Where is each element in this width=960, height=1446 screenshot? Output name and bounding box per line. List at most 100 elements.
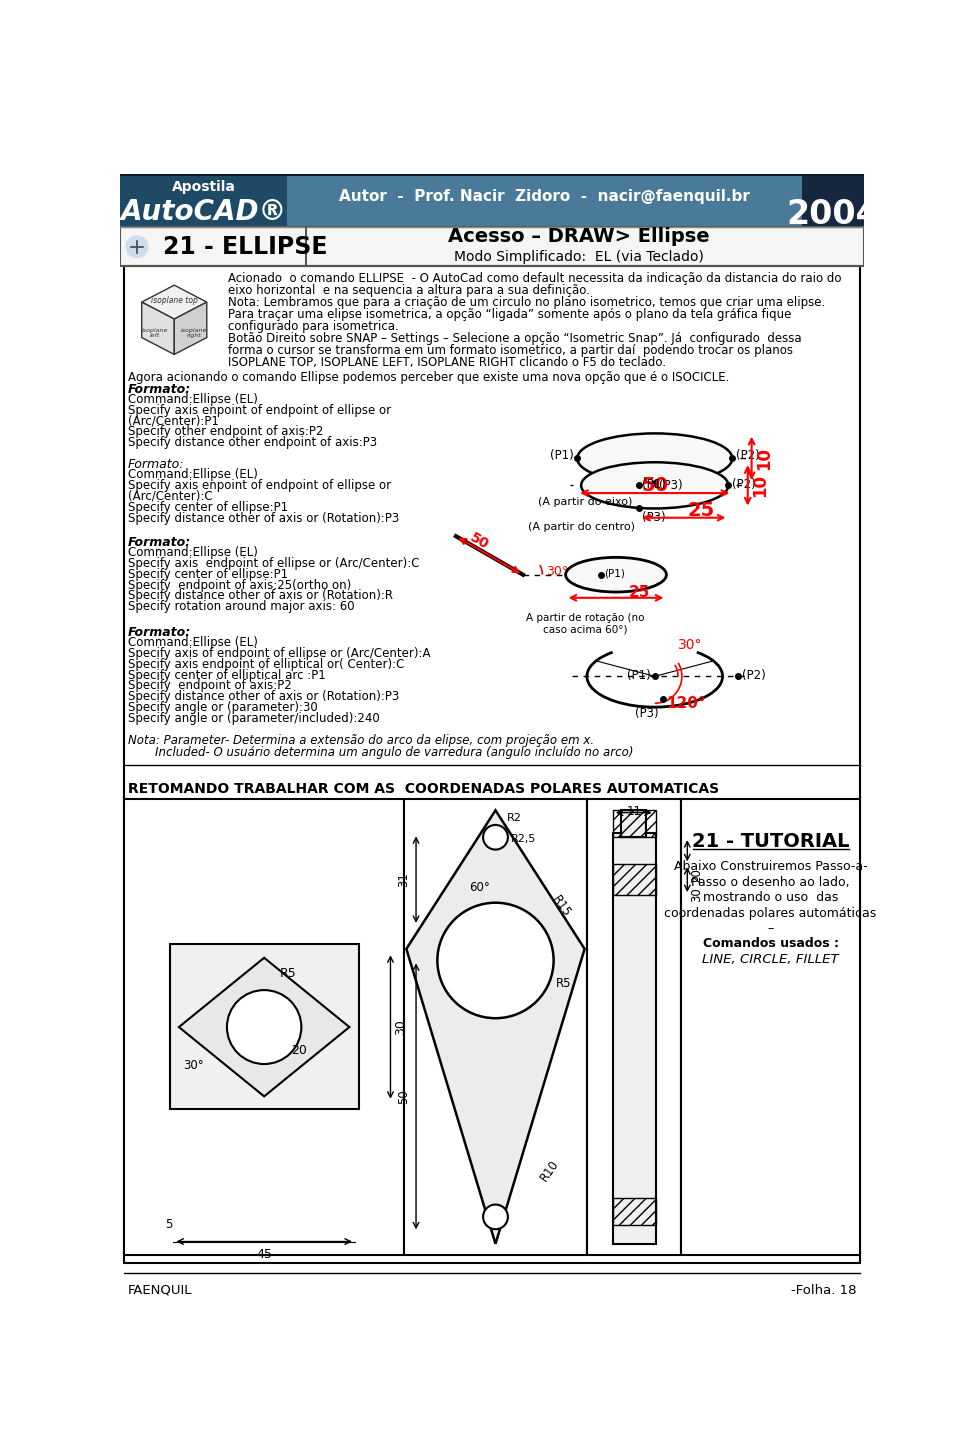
Text: Specify  endpoint of axis:P2: Specify endpoint of axis:P2 <box>128 680 292 693</box>
Text: Modo Simplificado:  EL (via Teclado): Modo Simplificado: EL (via Teclado) <box>454 250 704 263</box>
Text: 5: 5 <box>165 1218 173 1231</box>
Text: isoplane top: isoplane top <box>151 296 198 305</box>
Text: -Folha. 18: -Folha. 18 <box>791 1284 856 1297</box>
Text: Botão Direito sobre SNAP – Settings – Selecione a opção “Isometric Snap”. Já  co: Botão Direito sobre SNAP – Settings – Se… <box>228 331 803 344</box>
Text: (P1): (P1) <box>627 668 651 681</box>
Circle shape <box>483 824 508 850</box>
Text: 21 - ELLIPSE: 21 - ELLIPSE <box>162 234 327 259</box>
Text: 20: 20 <box>291 1044 307 1057</box>
Ellipse shape <box>565 557 666 591</box>
Bar <box>587 798 681 1255</box>
Text: (Arc/Center):P1: (Arc/Center):P1 <box>128 415 219 428</box>
Text: Specify axis enpoint of endpoint of ellipse or: Specify axis enpoint of endpoint of elli… <box>128 479 391 492</box>
Circle shape <box>483 1205 508 1229</box>
Bar <box>120 174 287 227</box>
Bar <box>170 944 359 1109</box>
Bar <box>120 174 864 227</box>
Text: Specify axis enpoint of endpoint of ellipse or: Specify axis enpoint of endpoint of elli… <box>128 403 391 416</box>
Text: 20: 20 <box>690 868 704 884</box>
Text: Specify  endpoint of axis:25(ortho on): Specify endpoint of axis:25(ortho on) <box>128 578 351 591</box>
Polygon shape <box>406 810 585 1244</box>
Text: Formato:: Formato: <box>128 458 184 471</box>
Bar <box>681 798 860 1255</box>
Bar <box>621 810 646 837</box>
Text: Specify axis endpoint of elliptical or( Center):C: Specify axis endpoint of elliptical or( … <box>128 658 404 671</box>
Text: (A partir do centro): (A partir do centro) <box>528 522 635 532</box>
Text: Specify angle or (parameter/included):240: Specify angle or (parameter/included):24… <box>128 711 379 724</box>
Text: Included- O usuário determina um angulo de varredura (angulo incluído no arco): Included- O usuário determina um angulo … <box>155 746 634 759</box>
Text: 45: 45 <box>256 1248 272 1261</box>
Bar <box>120 174 864 176</box>
Text: Nota: Parameter- Determina a extensão do arco da elipse, com projeção em x.: Nota: Parameter- Determina a extensão do… <box>128 735 594 748</box>
Text: isoplane
right: isoplane right <box>181 327 207 338</box>
Text: R10: R10 <box>539 1157 562 1184</box>
Text: R2: R2 <box>507 813 522 823</box>
Text: coordenadas polares automáticas: coordenadas polares automáticas <box>664 907 876 920</box>
Text: Passo o desenho ao lado,: Passo o desenho ao lado, <box>691 876 850 889</box>
Text: 10: 10 <box>752 474 770 497</box>
Text: ISOPLANE TOP, ISOPLANE LEFT, ISOPLANE RIGHT clicando o F5 do teclado.: ISOPLANE TOP, ISOPLANE LEFT, ISOPLANE RI… <box>228 356 666 369</box>
Text: Agora acionando o comando Ellipse podemos perceber que existe uma nova opção que: Agora acionando o comando Ellipse podemo… <box>128 370 730 383</box>
Circle shape <box>126 236 148 257</box>
Text: Nota: Lembramos que para a criação de um circulo no plano isometrico, temos que : Nota: Lembramos que para a criação de um… <box>228 296 826 309</box>
Text: Acionado  o comando ELLIPSE  - O AutoCad como default necessita da indicação da : Acionado o comando ELLIPSE - O AutoCad c… <box>228 272 842 285</box>
Text: Para traçar uma elipse isometrica, a opção “ligada” somente após o plano da tela: Para traçar uma elipse isometrica, a opç… <box>228 308 792 321</box>
Text: isoplane
left: isoplane left <box>142 327 168 338</box>
Text: 50: 50 <box>397 1089 411 1103</box>
Text: configurado para isometrica.: configurado para isometrica. <box>228 320 399 333</box>
Text: 30°: 30° <box>182 1058 204 1071</box>
Text: (A partir do eixo): (A partir do eixo) <box>538 497 633 508</box>
Text: 30: 30 <box>395 1019 407 1035</box>
Text: R5: R5 <box>279 967 297 980</box>
Text: Formato:: Formato: <box>128 536 191 549</box>
Text: (P3): (P3) <box>659 479 683 492</box>
Bar <box>802 174 864 227</box>
Text: (P3): (P3) <box>641 510 665 523</box>
Text: Acesso – DRAW> Ellipse: Acesso – DRAW> Ellipse <box>448 227 709 246</box>
Text: forma o cursor se transforma em um formato isometrico, a partir daí  podendo tro: forma o cursor se transforma em um forma… <box>228 344 794 357</box>
Text: Formato:: Formato: <box>128 383 191 396</box>
Text: LINE, CIRCLE, FILLET: LINE, CIRCLE, FILLET <box>703 953 839 966</box>
Text: (P2): (P2) <box>736 450 760 463</box>
Bar <box>124 798 404 1255</box>
Text: A partir de rotação (no
caso acima 60°): A partir de rotação (no caso acima 60°) <box>526 613 644 635</box>
Text: Specify center of ellipse:P1: Specify center of ellipse:P1 <box>128 568 288 581</box>
Text: Autor  -  Prof. Nacir  Zidoro  -  nacir@faenquil.br: Autor - Prof. Nacir Zidoro - nacir@faenq… <box>339 189 750 204</box>
Text: 30°: 30° <box>546 565 568 578</box>
Text: –: – <box>767 923 774 936</box>
Text: Specify distance other of axis or (Rotation):P3: Specify distance other of axis or (Rotat… <box>128 690 399 703</box>
Bar <box>612 810 656 837</box>
Polygon shape <box>179 957 349 1096</box>
Polygon shape <box>175 302 206 354</box>
Text: Formato:: Formato: <box>128 626 191 639</box>
Text: 50: 50 <box>641 476 668 496</box>
Text: (Arc/Center):C: (Arc/Center):C <box>128 490 212 503</box>
Text: 25: 25 <box>629 586 650 600</box>
Text: Specify angle or (parameter):30: Specify angle or (parameter):30 <box>128 701 318 714</box>
Bar <box>120 227 864 266</box>
Text: R5: R5 <box>556 977 571 991</box>
Text: Specify other endpoint of axis:P2: Specify other endpoint of axis:P2 <box>128 425 324 438</box>
Circle shape <box>438 902 554 1018</box>
Bar <box>612 833 656 1244</box>
Text: (P2): (P2) <box>732 477 756 490</box>
Bar <box>124 266 860 1262</box>
Text: (P1): (P1) <box>605 568 625 578</box>
Bar <box>404 798 587 1255</box>
Text: Specify distance other of axis or (Rotation):R: Specify distance other of axis or (Rotat… <box>128 590 393 603</box>
Text: Specify center of elliptical arc :P1: Specify center of elliptical arc :P1 <box>128 668 325 681</box>
Circle shape <box>227 991 301 1064</box>
Text: (P1): (P1) <box>641 477 665 490</box>
Text: Command:Ellipse (EL): Command:Ellipse (EL) <box>128 547 257 560</box>
Text: 50: 50 <box>468 531 491 552</box>
Text: Abaixo Construiremos Passo-a-: Abaixo Construiremos Passo-a- <box>674 860 868 873</box>
Text: Comandos usados :: Comandos usados : <box>703 937 839 950</box>
Text: 60°: 60° <box>469 881 491 894</box>
Bar <box>612 865 656 895</box>
Text: AutoCAD®: AutoCAD® <box>121 198 287 226</box>
Text: Command:Ellipse (EL): Command:Ellipse (EL) <box>128 393 257 406</box>
Ellipse shape <box>581 463 729 509</box>
Text: 30: 30 <box>690 888 704 902</box>
Text: 11: 11 <box>626 805 641 818</box>
Text: FAENQUIL: FAENQUIL <box>128 1284 192 1297</box>
